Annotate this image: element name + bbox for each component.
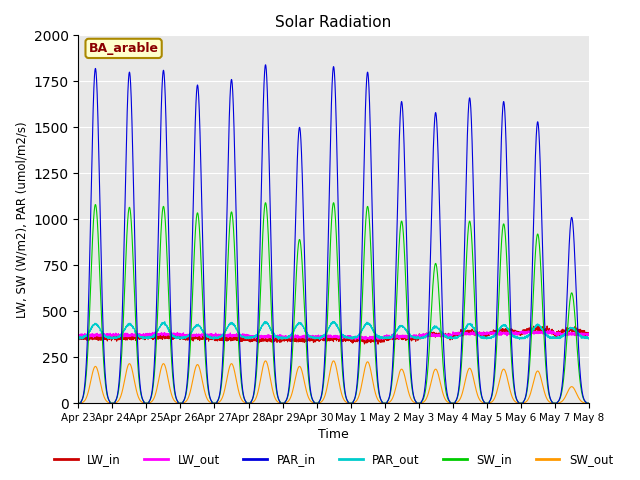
LW_in <box>166 334 174 339</box>
Legend: LW_in, LW_out, PAR_in, PAR_out, SW_in, SW_out: LW_in, LW_out, PAR_in, PAR_out, SW_in, S… <box>49 448 618 471</box>
Line: PAR_in: PAR_in <box>79 65 589 403</box>
SW_out <box>166 386 174 392</box>
SW_out <box>585 400 593 406</box>
SW_in <box>420 396 428 402</box>
Line: SW_out: SW_out <box>79 361 589 403</box>
LW_in <box>448 333 456 339</box>
LW_out <box>314 334 322 340</box>
SW_out <box>262 358 269 364</box>
Line: PAR_out: PAR_out <box>79 322 589 339</box>
SW_in <box>585 400 593 406</box>
LW_in <box>314 335 322 341</box>
LW_out <box>477 329 484 335</box>
SW_in <box>262 200 269 205</box>
SW_in <box>314 400 322 406</box>
LW_out <box>448 333 456 339</box>
PAR_out <box>260 319 268 324</box>
PAR_out <box>166 330 174 336</box>
LW_in <box>420 332 428 338</box>
PAR_in <box>420 394 428 400</box>
PAR_in <box>314 400 322 406</box>
SW_out <box>314 400 322 406</box>
SW_in <box>584 400 592 406</box>
LW_out <box>546 327 554 333</box>
SW_out <box>477 398 484 404</box>
PAR_out <box>585 335 593 341</box>
PAR_in <box>585 400 593 406</box>
SW_in <box>477 389 484 395</box>
LW_in <box>75 336 83 342</box>
LW_out <box>584 332 592 338</box>
LW_out <box>420 333 428 338</box>
SW_in <box>75 400 83 406</box>
PAR_in <box>262 62 269 68</box>
SW_out <box>420 399 428 405</box>
PAR_in <box>75 400 83 406</box>
PAR_out <box>275 336 282 342</box>
Text: BA_arable: BA_arable <box>88 42 159 55</box>
LW_in <box>374 341 382 347</box>
Line: LW_out: LW_out <box>79 330 589 340</box>
LW_out <box>351 337 359 343</box>
LW_out <box>75 332 83 338</box>
SW_in <box>448 400 456 406</box>
PAR_in <box>448 400 456 406</box>
Y-axis label: LW, SW (W/m2), PAR (umol/m2/s): LW, SW (W/m2), PAR (umol/m2/s) <box>15 121 28 318</box>
LW_out <box>585 331 593 336</box>
LW_in <box>584 330 592 336</box>
PAR_in <box>166 292 174 298</box>
Line: SW_in: SW_in <box>79 203 589 403</box>
LW_in <box>477 330 484 336</box>
LW_in <box>585 331 593 337</box>
SW_out <box>584 400 592 406</box>
X-axis label: Time: Time <box>318 429 349 442</box>
PAR_in <box>477 386 484 392</box>
PAR_out <box>75 336 83 341</box>
PAR_out <box>420 335 428 341</box>
PAR_in <box>584 400 592 406</box>
SW_out <box>75 400 83 406</box>
SW_in <box>166 329 174 335</box>
LW_in <box>534 323 541 329</box>
PAR_out <box>448 335 456 341</box>
Title: Solar Radiation: Solar Radiation <box>275 15 392 30</box>
SW_out <box>448 400 456 406</box>
Line: LW_in: LW_in <box>79 326 589 344</box>
LW_out <box>166 330 174 336</box>
PAR_out <box>477 334 484 339</box>
PAR_out <box>314 336 322 341</box>
PAR_out <box>584 336 592 341</box>
